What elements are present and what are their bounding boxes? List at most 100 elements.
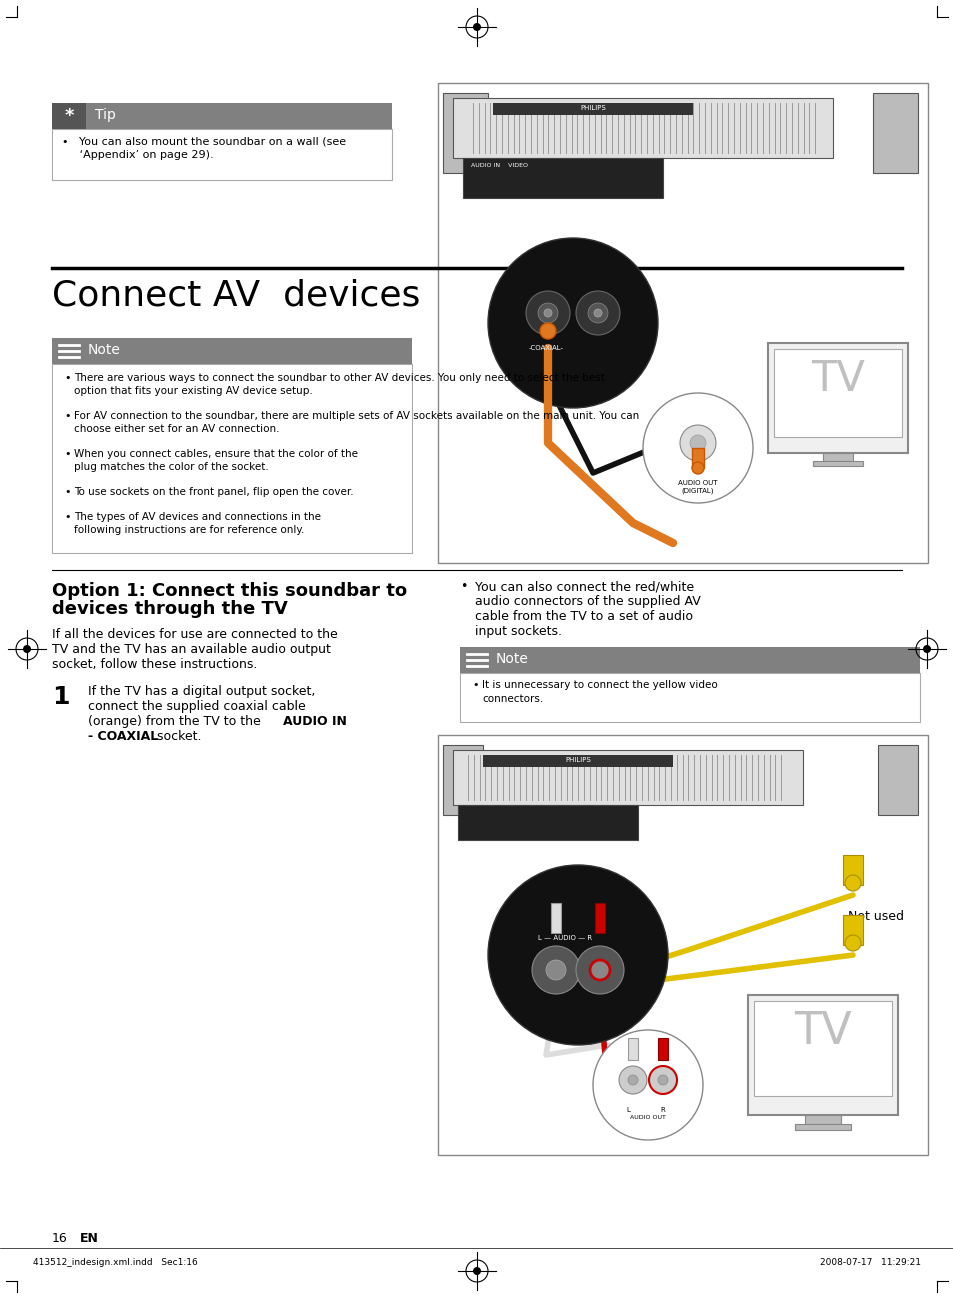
Bar [773,349,901,437]
Bar [459,646,919,672]
Circle shape [648,1066,677,1094]
Text: •: • [64,449,71,459]
Text: Tip: Tip [95,108,115,122]
Text: Not used: Not used [847,910,903,923]
Text: audio connectors of the supplied AV: audio connectors of the supplied AV [475,594,700,607]
Circle shape [488,238,658,408]
Bar [459,672,919,722]
Bar [442,745,482,815]
Bar [872,93,917,173]
Text: - COAXIAL: - COAXIAL [88,729,158,742]
Circle shape [576,291,619,335]
Text: 16: 16 [52,1232,68,1245]
Bar [842,855,862,885]
Bar [462,158,662,199]
Circle shape [691,462,703,474]
Text: Note: Note [496,652,528,666]
Circle shape [923,645,929,653]
Circle shape [537,302,558,323]
Bar [747,996,897,1115]
Bar [595,903,604,933]
Text: L — AUDIO — R: L — AUDIO — R [537,935,592,941]
Bar [822,453,852,461]
Text: *: * [64,106,73,125]
Text: connectors.: connectors. [481,694,542,704]
Text: AUDIO IN    VIDEO: AUDIO IN VIDEO [471,164,527,167]
Circle shape [532,946,579,994]
Text: For AV connection to the soundbar, there are multiple sets of AV sockets availab: For AV connection to the soundbar, there… [74,411,639,421]
Circle shape [587,302,607,323]
Bar [812,461,862,466]
Text: PHILIPS: PHILIPS [564,757,590,763]
Text: plug matches the color of the socket.: plug matches the color of the socket. [74,462,269,472]
Text: •: • [472,680,478,691]
Circle shape [627,1075,638,1085]
Text: You can also connect the red/white: You can also connect the red/white [475,580,694,593]
Bar [437,83,927,563]
Bar [627,1038,638,1060]
Circle shape [689,435,705,450]
Text: choose either set for an AV connection.: choose either set for an AV connection. [74,424,279,434]
Text: R: R [659,1107,664,1112]
Circle shape [543,309,552,317]
Bar [482,755,672,767]
Circle shape [24,645,30,653]
Text: L: L [625,1107,629,1112]
Circle shape [658,1075,667,1085]
Text: •: • [64,373,71,383]
Text: If the TV has a digital output socket,: If the TV has a digital output socket, [88,685,315,698]
Bar [52,337,412,363]
Text: following instructions are for reference only.: following instructions are for reference… [74,524,304,535]
Bar [658,1038,667,1060]
Bar [691,448,703,469]
Bar [442,93,488,173]
Text: The types of AV devices and connections in the: The types of AV devices and connections … [74,511,320,522]
Bar [457,805,638,840]
Text: TV: TV [793,1010,851,1053]
Bar [52,103,86,129]
Bar [453,99,832,158]
Text: •: • [64,411,71,421]
Circle shape [844,875,861,890]
Bar [437,735,927,1155]
Circle shape [474,1268,479,1275]
Circle shape [844,935,861,951]
Circle shape [576,946,623,994]
Circle shape [642,393,752,504]
Text: •   You can also mount the soundbar on a wall (see: • You can also mount the soundbar on a w… [62,136,346,145]
Text: ‘Appendix’ on page 29).: ‘Appendix’ on page 29). [62,151,213,160]
Bar [877,745,917,815]
Text: 2008-07-17   11:29:21: 2008-07-17 11:29:21 [820,1258,920,1267]
Text: AUDIO OUT
(DIGITAL): AUDIO OUT (DIGITAL) [678,480,717,493]
Bar [753,1001,891,1096]
Text: If all the devices for use are connected to the: If all the devices for use are connected… [52,628,337,641]
Text: -COAXIAL-: -COAXIAL- [529,345,563,350]
Text: Connect AV  devices: Connect AV devices [52,278,420,312]
Text: There are various ways to connect the soundbar to other AV devices. You only nee: There are various ways to connect the so… [74,373,604,383]
Bar [767,343,907,453]
Text: connect the supplied coaxial cable: connect the supplied coaxial cable [88,700,305,713]
Text: Note: Note [88,343,121,357]
Bar [804,1115,841,1124]
Circle shape [545,961,565,980]
Text: cable from the TV to a set of audio: cable from the TV to a set of audio [475,610,692,623]
Text: input sockets.: input sockets. [475,626,561,639]
Text: To use sockets on the front panel, flip open the cover.: To use sockets on the front panel, flip … [74,487,354,497]
Circle shape [618,1066,646,1094]
Bar [842,915,862,945]
Circle shape [474,23,479,30]
Circle shape [539,323,556,339]
Text: •: • [64,487,71,497]
Circle shape [589,961,609,980]
Circle shape [525,291,569,335]
Text: PHILIPS: PHILIPS [579,105,605,112]
Text: 1: 1 [52,685,70,709]
Text: AUDIO IN: AUDIO IN [283,715,347,728]
Bar [794,1124,850,1131]
Text: EN: EN [80,1232,99,1245]
Text: TV: TV [810,358,864,400]
Text: •: • [64,511,71,522]
Circle shape [594,309,601,317]
Circle shape [488,864,667,1045]
Text: socket.: socket. [152,729,201,742]
